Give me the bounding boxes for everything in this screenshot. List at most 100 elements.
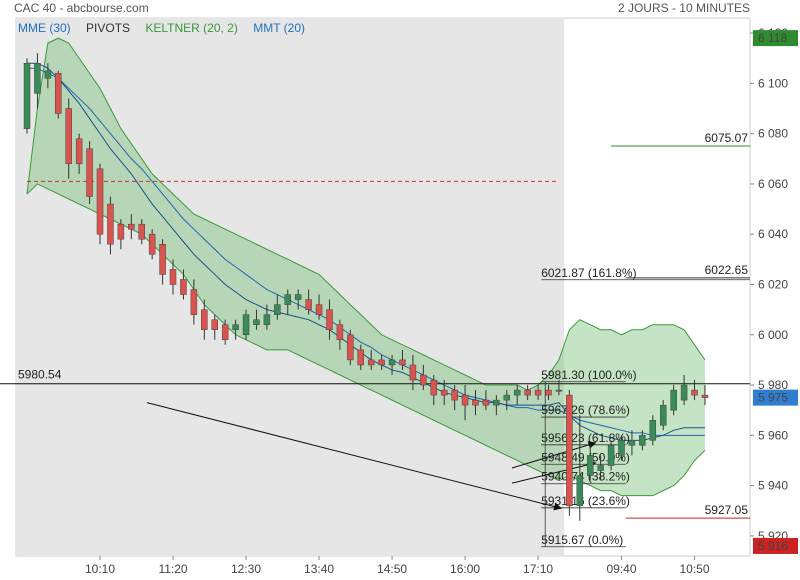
candle-26: [294, 289, 302, 310]
previous-session-shade: [17, 19, 565, 555]
candle-body: [659, 404, 667, 426]
x-tick-label: 12:30: [231, 562, 261, 576]
candle-body: [555, 389, 563, 392]
candle-39: [430, 374, 438, 406]
candle-59: [639, 430, 646, 451]
candle-48: [524, 385, 531, 401]
candle-18: [211, 314, 218, 340]
price-badge-2: [753, 537, 798, 554]
fib-label-7: 5915.67 (0.0%): [541, 533, 623, 547]
x-tick-label: 10:50: [680, 562, 710, 576]
candle-0: [23, 58, 31, 134]
candle-body: [430, 379, 438, 396]
candle-47: [513, 385, 521, 406]
candle-body: [482, 399, 490, 406]
candle-body: [23, 63, 31, 129]
candle-body: [639, 435, 646, 446]
candle-37: [409, 354, 417, 391]
right-level-label-0: 6075.07: [705, 131, 749, 145]
candle-body: [305, 299, 312, 310]
candle-body: [680, 384, 688, 401]
candle-28: [315, 294, 323, 320]
candle-body: [232, 324, 239, 330]
legend-mme[interactable]: MME (30): [18, 21, 71, 35]
y-tick-label: 6 100: [758, 76, 788, 90]
fib-label-4: 5948.49 (50.0%): [541, 450, 630, 464]
candle-body: [75, 138, 83, 165]
indicator-legend: MME (30) PIVOTS KELTNER (20, 2) MMT (20): [18, 21, 317, 35]
candle-21: [242, 309, 250, 340]
candle-body: [649, 419, 657, 441]
candle-body: [263, 314, 271, 325]
candle-body: [576, 475, 584, 506]
legend-mmt[interactable]: MMT (20): [253, 21, 305, 35]
candle-body: [159, 244, 166, 275]
candle-46: [503, 390, 511, 411]
x-tick-label: 16:00: [450, 562, 480, 576]
candle-51: [555, 380, 563, 396]
mme30-line: [27, 67, 705, 436]
y-tick-label: 5 980: [758, 378, 788, 392]
price-badge-label-1: 5 975: [758, 391, 788, 405]
candle-2: [44, 63, 52, 89]
candle-body: [336, 324, 344, 341]
candle-body: [513, 389, 521, 396]
annotation-arrow-0: [146, 402, 562, 511]
candle-body: [618, 440, 625, 456]
candle-body: [524, 389, 531, 396]
keltner-upper-line: [26, 37, 706, 391]
fib-label-2: 5967.26 (78.6%): [541, 403, 630, 417]
y-tick-label: 6 040: [758, 227, 788, 241]
candle-44: [482, 390, 490, 411]
keltner-band: [27, 38, 705, 496]
candle-body: [503, 394, 511, 401]
candle-body: [138, 223, 145, 240]
candle-4: [65, 98, 72, 179]
legend-pivots[interactable]: PIVOTS: [86, 21, 131, 35]
candle-30: [336, 319, 344, 350]
candle-body: [701, 394, 709, 398]
candle-62: [670, 385, 677, 416]
fib-label-1: 5981.30 (100.0%): [541, 368, 636, 382]
candle-body: [274, 304, 281, 315]
price-badge-1: [753, 389, 798, 406]
candle-17: [201, 299, 208, 340]
candle-body: [117, 223, 125, 240]
candle-body: [242, 314, 250, 336]
candle-body: [628, 440, 636, 446]
candle-body: [566, 394, 573, 506]
candle-38: [420, 364, 427, 391]
y-tick-label: 5 940: [758, 479, 788, 493]
y-tick-label: 5 960: [758, 428, 788, 442]
candle-5: [75, 133, 83, 174]
candle-body: [586, 455, 594, 476]
candle-20: [232, 319, 239, 340]
candle-61: [659, 400, 667, 431]
candle-body: [357, 349, 365, 366]
candle-body: [128, 223, 135, 230]
candle-3: [55, 70, 62, 119]
candle-body: [347, 334, 354, 361]
candle-body: [284, 294, 291, 305]
candle-body: [96, 168, 104, 235]
legend-keltner[interactable]: KELTNER (20, 2): [145, 21, 238, 35]
candle-body: [534, 389, 542, 396]
candle-29: [326, 299, 333, 340]
x-tick-label: 13:40: [304, 562, 334, 576]
candle-63: [680, 374, 688, 406]
candle-body: [691, 389, 698, 396]
candle-body: [190, 289, 198, 315]
candle-43: [472, 390, 479, 416]
candle-6: [86, 141, 93, 205]
chart-header: CAC 40 - abcbourse.com 2 JOURS - 10 MINU…: [0, 0, 800, 18]
candle-body: [472, 399, 479, 406]
candle-8: [107, 196, 114, 255]
candle-body: [55, 73, 62, 114]
right-level-label-2: 5927.05: [705, 503, 749, 517]
candle-body: [86, 148, 93, 197]
candle-body: [211, 319, 218, 330]
candle-53: [576, 415, 584, 521]
candle-14: [169, 259, 177, 295]
fib-label-6: 5931.16 (23.6%): [541, 494, 630, 508]
